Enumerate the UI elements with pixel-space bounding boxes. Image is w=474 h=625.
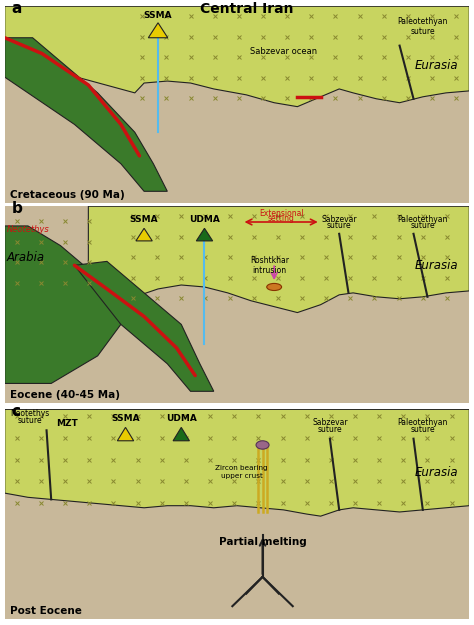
Text: Partial melting: Partial melting xyxy=(219,538,306,548)
Text: suture: suture xyxy=(18,416,43,425)
Text: suture: suture xyxy=(410,221,435,230)
Text: intrusion: intrusion xyxy=(253,266,287,275)
Text: setting: setting xyxy=(268,214,294,223)
Text: Sabzevar ocean: Sabzevar ocean xyxy=(250,46,317,56)
Text: suture: suture xyxy=(410,27,435,36)
Polygon shape xyxy=(5,206,469,403)
Polygon shape xyxy=(5,226,121,383)
Polygon shape xyxy=(196,228,213,241)
Text: Arabia: Arabia xyxy=(7,251,45,264)
Polygon shape xyxy=(5,6,469,107)
Text: Roshtkhar: Roshtkhar xyxy=(250,256,289,266)
Polygon shape xyxy=(5,409,469,516)
Text: Paleotethyan: Paleotethyan xyxy=(398,17,448,26)
Polygon shape xyxy=(74,261,214,391)
Text: Post Eocene: Post Eocene xyxy=(10,606,82,616)
Text: Extensional: Extensional xyxy=(259,209,303,218)
Polygon shape xyxy=(118,428,134,441)
Text: Zircon bearing: Zircon bearing xyxy=(215,465,268,471)
Text: UDMA: UDMA xyxy=(166,414,197,423)
Text: Neotethys: Neotethys xyxy=(7,225,49,234)
Text: Sabzevar: Sabzevar xyxy=(321,215,357,224)
Text: a: a xyxy=(12,1,22,16)
Text: c: c xyxy=(12,404,21,419)
Text: Eurasia: Eurasia xyxy=(415,259,458,272)
Text: Eurasia: Eurasia xyxy=(415,59,458,72)
Text: b: b xyxy=(12,201,23,216)
Polygon shape xyxy=(5,6,469,203)
Text: suture: suture xyxy=(410,424,435,434)
Text: Eurasia: Eurasia xyxy=(415,466,458,479)
Polygon shape xyxy=(148,22,168,38)
Ellipse shape xyxy=(267,283,282,291)
Text: SSMA: SSMA xyxy=(144,11,173,20)
Text: suture: suture xyxy=(318,424,342,434)
Text: Neotethys: Neotethys xyxy=(10,409,50,418)
Text: MZT: MZT xyxy=(56,419,78,428)
Text: Eocene (40-45 Ma): Eocene (40-45 Ma) xyxy=(10,391,120,401)
Text: Paleotethyan: Paleotethyan xyxy=(398,215,448,224)
Polygon shape xyxy=(136,228,152,241)
Text: Central Iran: Central Iran xyxy=(200,2,293,16)
Polygon shape xyxy=(88,206,469,312)
Text: Paleotethyan: Paleotethyan xyxy=(398,418,448,428)
Polygon shape xyxy=(173,428,190,441)
Text: SSMA: SSMA xyxy=(130,215,158,224)
Text: upper crust: upper crust xyxy=(221,474,263,479)
Text: UDMA: UDMA xyxy=(189,215,220,224)
Text: suture: suture xyxy=(327,221,352,230)
Ellipse shape xyxy=(256,441,269,449)
Polygon shape xyxy=(5,409,469,619)
Text: Sabzevar: Sabzevar xyxy=(312,418,348,428)
Polygon shape xyxy=(5,38,167,191)
Text: Cretaceous (90 Ma): Cretaceous (90 Ma) xyxy=(10,191,125,201)
Text: SSMA: SSMA xyxy=(111,414,140,423)
